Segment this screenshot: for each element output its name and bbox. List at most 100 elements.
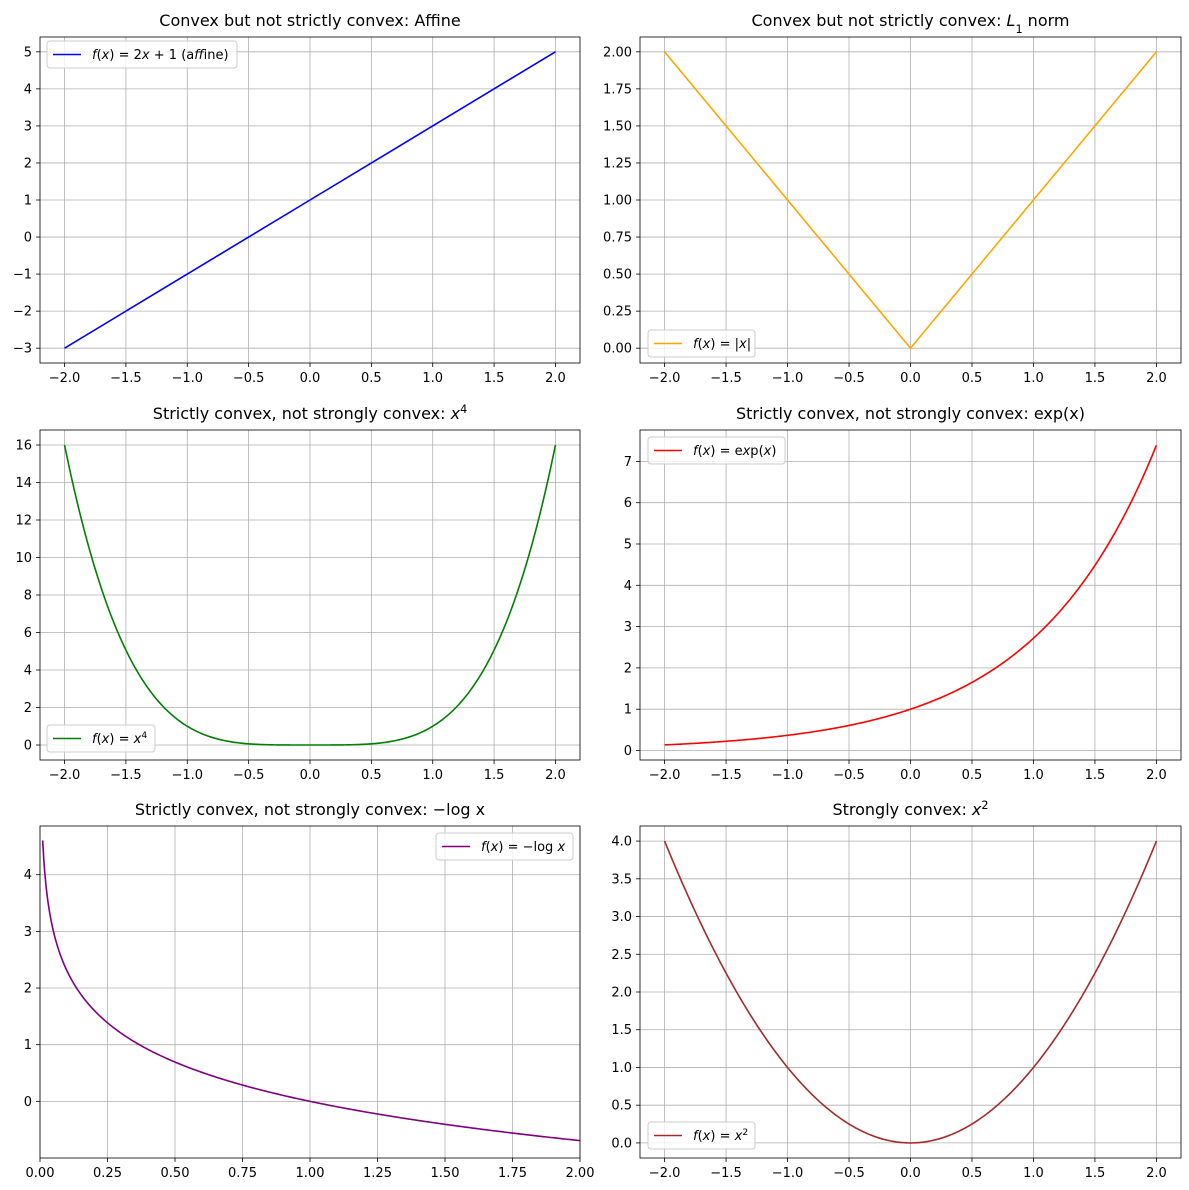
y-tick-label: 4 [624,579,632,594]
y-tick-label: 1.0 [611,1061,632,1076]
y-tick-label: 0 [624,744,632,759]
x-tick-label: 1.0 [422,371,443,386]
subplot-title: Strictly convex, not strongly convex: −l… [135,800,485,819]
y-tick-label: 1.75 [603,82,632,97]
x-tick-label: 0.25 [93,1166,122,1181]
y-tick-label: 5 [24,45,32,60]
x-tick-label: 0.0 [900,768,921,783]
x-tick-label: −1.5 [110,768,142,783]
legend: f(x) = 2x + 1 (affine) [46,40,238,69]
x-tick-label: 0.00 [26,1166,55,1181]
y-tick-label: 4 [24,664,32,679]
x-tick-label: 2.0 [545,371,566,386]
x-tick-label: 0.75 [228,1166,257,1181]
x-tick-label: −1.0 [772,371,804,386]
y-tick-label: 4 [24,868,32,883]
x-tick-label: −1.0 [772,1166,804,1181]
x-tick-label: −2.0 [649,768,681,783]
legend: f(x) = x2 [647,1121,756,1150]
x-tick-label: 2.0 [1146,768,1167,783]
x-tick-label: −0.5 [833,371,865,386]
y-tick-label: 1.50 [603,119,632,134]
legend-label: f(x) = x4 [92,731,147,747]
subplot-exp: Strictly convex, not strongly convex: ex… [624,404,1182,783]
y-tick-label: 0.75 [603,231,632,246]
legend: f(x) = −log x [435,832,574,861]
series-line [64,51,556,349]
y-tick-label: 6 [24,626,32,641]
y-tick-label: 0 [24,739,32,754]
y-tick-label: −3 [13,342,32,357]
y-tick-label: 0.5 [611,1099,632,1114]
x-tick-label: −2.0 [49,768,81,783]
x-tick-label: −1.5 [710,768,742,783]
legend-label: f(x) = 2x + 1 (affine) [92,48,229,63]
x-tick-label: 2.00 [566,1166,595,1181]
series-line [663,51,1158,350]
y-tick-label: −1 [13,268,32,283]
y-tick-label: 2 [624,661,632,676]
y-tick-label: 0 [24,1095,32,1110]
series-line [41,840,581,1142]
legend: f(x) = |x| [647,329,756,358]
subplot-title: Convex but not strictly convex: Affine [159,11,460,30]
y-tick-label: 1.00 [603,194,632,209]
series-line [664,445,1158,746]
x-tick-label: 0.0 [300,371,321,386]
y-tick-label: 5 [624,537,632,552]
x-tick-label: 0.5 [962,768,983,783]
y-tick-label: 3.5 [611,872,632,887]
y-tick-label: 2 [24,701,32,716]
y-tick-label: 14 [15,476,32,491]
y-tick-label: 10 [15,551,32,566]
y-tick-label: 0.25 [603,305,632,320]
x-tick-label: 2.0 [545,768,566,783]
y-tick-label: 3 [24,925,32,940]
legend-label: f(x) = exp(x) [693,444,776,459]
y-tick-label: 2.00 [603,45,632,60]
x-tick-label: 0.5 [962,371,983,386]
y-tick-label: 3 [624,620,632,635]
x-tick-label: 2.0 [1146,1166,1167,1181]
y-tick-label: 12 [15,514,32,529]
y-tick-label: 1.5 [611,1023,632,1038]
x-tick-label: 1.0 [1023,1166,1044,1181]
x-tick-label: 0.0 [900,371,921,386]
x-tick-label: −0.5 [833,1166,865,1181]
x-tick-label: 0.5 [962,1166,983,1181]
y-tick-label: 4 [24,82,32,97]
y-tick-label: 2 [24,156,32,171]
subplot-square: Strongly convex: x2 −2.0 −1.5 −1.0 −0.5 0.0 0… [611,799,1182,1181]
legend: f(x) = exp(x) [647,436,786,465]
legend-label: f(x) = −log x [481,840,565,855]
x-tick-label: 2.0 [1146,371,1167,386]
gridlines [640,430,1181,760]
x-tick-label: −0.5 [233,371,265,386]
x-tick-label: −2.0 [649,371,681,386]
x-tick-label: 1.5 [1085,371,1106,386]
x-tick-label: −2.0 [49,371,81,386]
y-tick-label: 2.5 [611,948,632,963]
y-tick-label: 2.0 [611,986,632,1001]
y-tick-label: 0 [24,231,32,246]
y-tick-label: 1.25 [603,156,632,171]
x-tick-label: −1.5 [110,371,142,386]
x-tick-label: −2.0 [649,1166,681,1181]
legend: f(x) = x4 [46,724,156,753]
y-tick-label: 2 [24,982,32,997]
x-tick-label: 0.0 [900,1166,921,1181]
x-tick-label: 1.5 [1085,768,1106,783]
x-tick-label: 1.75 [498,1166,527,1181]
subplot-title: Strongly convex: x2 [832,799,988,820]
legend-label: f(x) = x2 [693,1128,748,1144]
series-line [63,444,557,746]
x-tick-label: 1.25 [363,1166,392,1181]
x-tick-label: 1.5 [1085,1166,1106,1181]
x-tick-label: 0.0 [300,768,321,783]
x-tick-label: −0.5 [233,768,265,783]
y-tick-label: 1 [24,194,32,209]
x-tick-label: 0.50 [161,1166,190,1181]
y-tick-label: 0.50 [603,268,632,283]
subplot-title: Convex but not strictly convex: L1 norm [752,11,1070,36]
subplot-l1-norm: Convex but not strictly convex: L1 norm … [603,11,1182,386]
